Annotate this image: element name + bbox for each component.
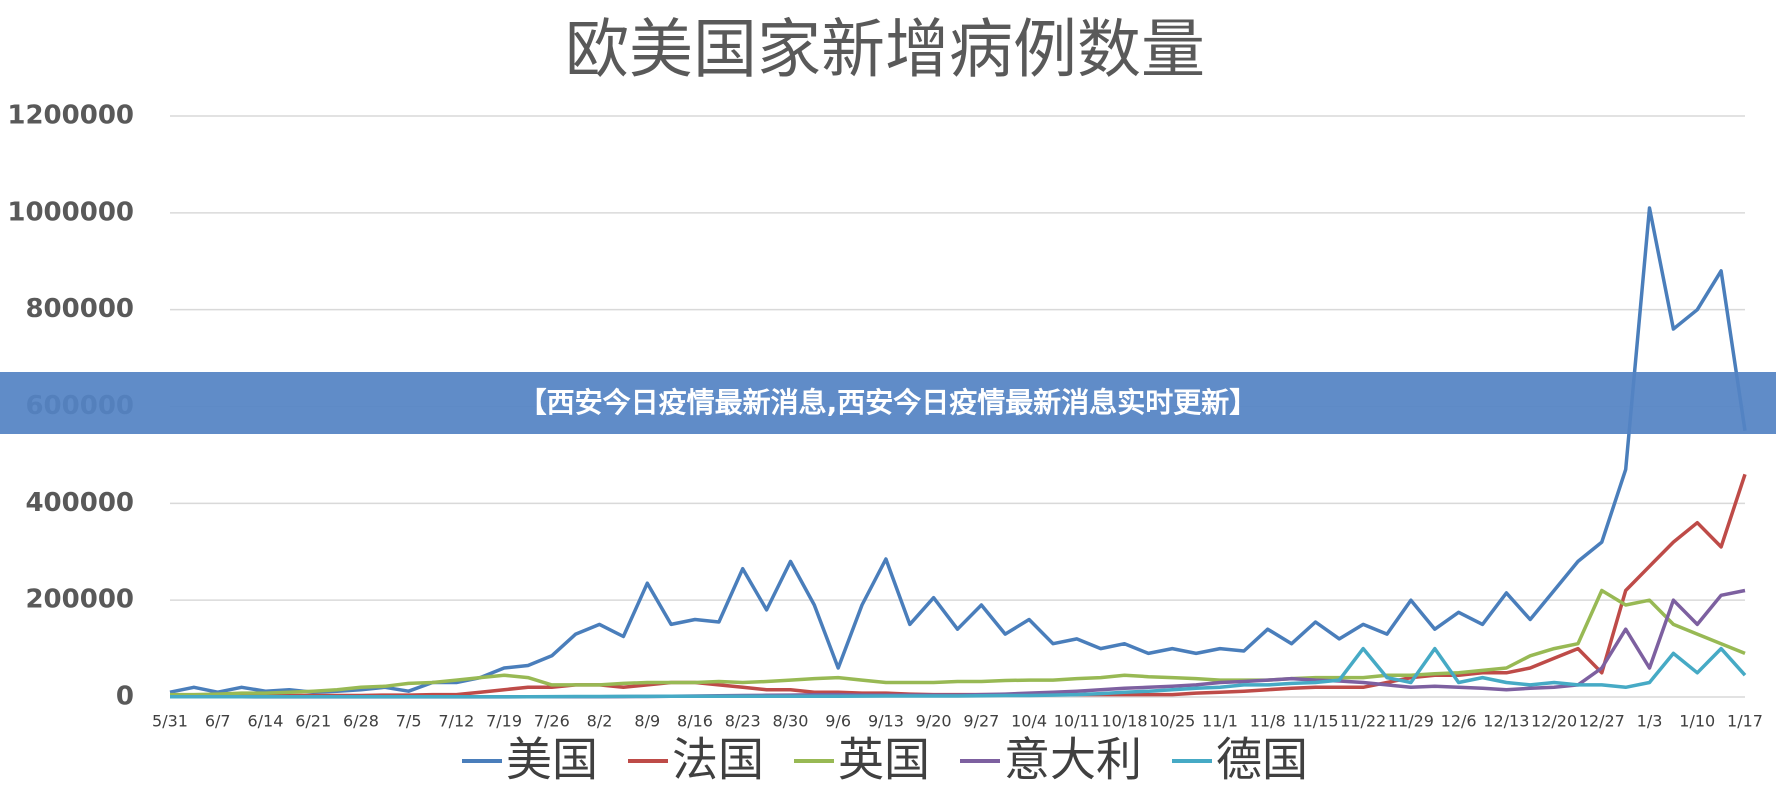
y-tick-label: 0: [116, 682, 134, 712]
x-tick-label: 9/6: [825, 712, 851, 731]
y-tick-label: 400000: [25, 488, 134, 518]
legend-label: 英国: [838, 733, 930, 787]
x-tick-label: 11/22: [1340, 712, 1386, 731]
y-tick-label: 800000: [25, 294, 134, 324]
x-tick-label: 9/13: [868, 712, 904, 731]
legend-label: 美国: [506, 733, 598, 787]
x-tick-label: 7/26: [534, 712, 570, 731]
x-tick-label: 1/3: [1637, 712, 1663, 731]
x-tick-label: 7/19: [486, 712, 522, 731]
x-tick-label: 5/31: [152, 712, 188, 731]
legend-label: 法国: [672, 733, 764, 787]
chart-title: 欧美国家新增病例数量: [565, 14, 1205, 88]
x-tick-label: 7/5: [396, 712, 422, 731]
series-line: [170, 646, 1747, 699]
x-tick-label: 11/1: [1202, 712, 1238, 731]
x-tick-label: 12/6: [1441, 712, 1477, 731]
x-tick-label: 9/20: [916, 712, 952, 731]
x-tick-label: 8/23: [725, 712, 761, 731]
x-tick-label: 9/27: [963, 712, 999, 731]
x-tick-label: 6/21: [295, 712, 331, 731]
x-tick-label: 10/11: [1054, 712, 1100, 731]
x-tick-label: 1/10: [1679, 712, 1715, 731]
x-tick-label: 6/7: [205, 712, 231, 731]
x-tick-label: 1/17: [1727, 712, 1763, 731]
series-line: [169, 206, 1747, 694]
banner[interactable]: 【西安今日疫情最新消息,西安今日疫情最新消息实时更新】: [0, 372, 1776, 434]
legend-label: 意大利: [1004, 733, 1142, 787]
x-tick-label: 8/9: [634, 712, 660, 731]
series-line: [170, 588, 1746, 697]
y-tick-label: 200000: [25, 585, 134, 615]
x-tick-label: 10/4: [1011, 712, 1047, 731]
series-line: [170, 473, 1747, 698]
x-tick-label: 12/20: [1531, 712, 1577, 731]
y-tick-label: 1000000: [7, 197, 134, 227]
x-tick-label: 7/12: [438, 712, 474, 731]
x-tick-label: 12/13: [1483, 712, 1529, 731]
x-tick-label: 8/30: [772, 712, 808, 731]
x-tick-label: 6/28: [343, 712, 379, 731]
x-tick-label: 10/18: [1101, 712, 1147, 731]
x-tick-label: 6/14: [247, 712, 283, 731]
x-tick-label: 11/15: [1292, 712, 1338, 731]
x-tick-label: 8/16: [677, 712, 713, 731]
y-tick-label: 1200000: [7, 101, 134, 131]
x-tick-label: 8/2: [587, 712, 613, 731]
x-tick-label: 11/29: [1388, 712, 1434, 731]
legend-label: 德国: [1216, 733, 1308, 787]
x-tick-label: 11/8: [1250, 712, 1286, 731]
x-tick-label: 10/25: [1149, 712, 1195, 731]
x-tick-label: 12/27: [1579, 712, 1625, 731]
